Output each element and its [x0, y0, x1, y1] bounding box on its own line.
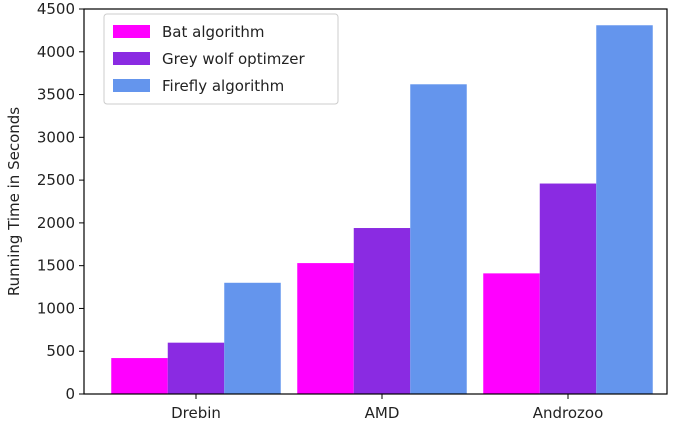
legend-swatch [113, 52, 150, 65]
x-tick-label: Androzoo [533, 404, 604, 422]
y-tick-label: 3000 [37, 128, 75, 146]
bar-androzoo-3 [596, 25, 653, 395]
bar-amd-1 [297, 263, 354, 394]
bar-amd-2 [353, 228, 411, 394]
legend-swatch [113, 79, 150, 92]
y-tick-label: 4000 [37, 43, 75, 61]
y-tick-label: 0 [65, 385, 75, 403]
legend-box [103, 13, 339, 105]
bar-drebin-3 [224, 282, 281, 394]
bars-group [111, 25, 653, 395]
y-tick-label: 2500 [37, 171, 75, 189]
y-tick-label: 500 [46, 342, 75, 360]
legend-label: Bat algorithm [162, 23, 265, 41]
x-axis: Drebin AMD Androzoo [171, 394, 603, 422]
y-tick-label: 3500 [37, 86, 75, 104]
bar-androzoo-1 [483, 273, 540, 394]
bar-androzoo-2 [539, 183, 597, 394]
legend-label: Firefly algorithm [162, 77, 284, 95]
legend-swatch [113, 25, 150, 38]
y-tick-label: 1500 [37, 257, 75, 275]
plot-frame [83, 8, 668, 395]
legend: Bat algorithm Grey wolf optimzer Firefly a… [103, 13, 339, 105]
y-tick-label: 4500 [37, 0, 75, 18]
bar-drebin-1 [111, 358, 168, 394]
x-tick-label: Drebin [171, 404, 221, 422]
x-tick-label: AMD [365, 404, 400, 422]
y-axis-label: Running Time in Seconds [5, 107, 23, 296]
y-tick-label: 1000 [37, 299, 75, 317]
bar-amd-3 [410, 84, 467, 395]
y-axis: 0 500 1000 1500 2000 2500 3000 3500 4000 4500 [37, 0, 84, 403]
legend-label: Grey wolf optimzer [162, 50, 305, 68]
bar-drebin-2 [167, 342, 225, 394]
y-tick-label: 2000 [37, 214, 75, 232]
